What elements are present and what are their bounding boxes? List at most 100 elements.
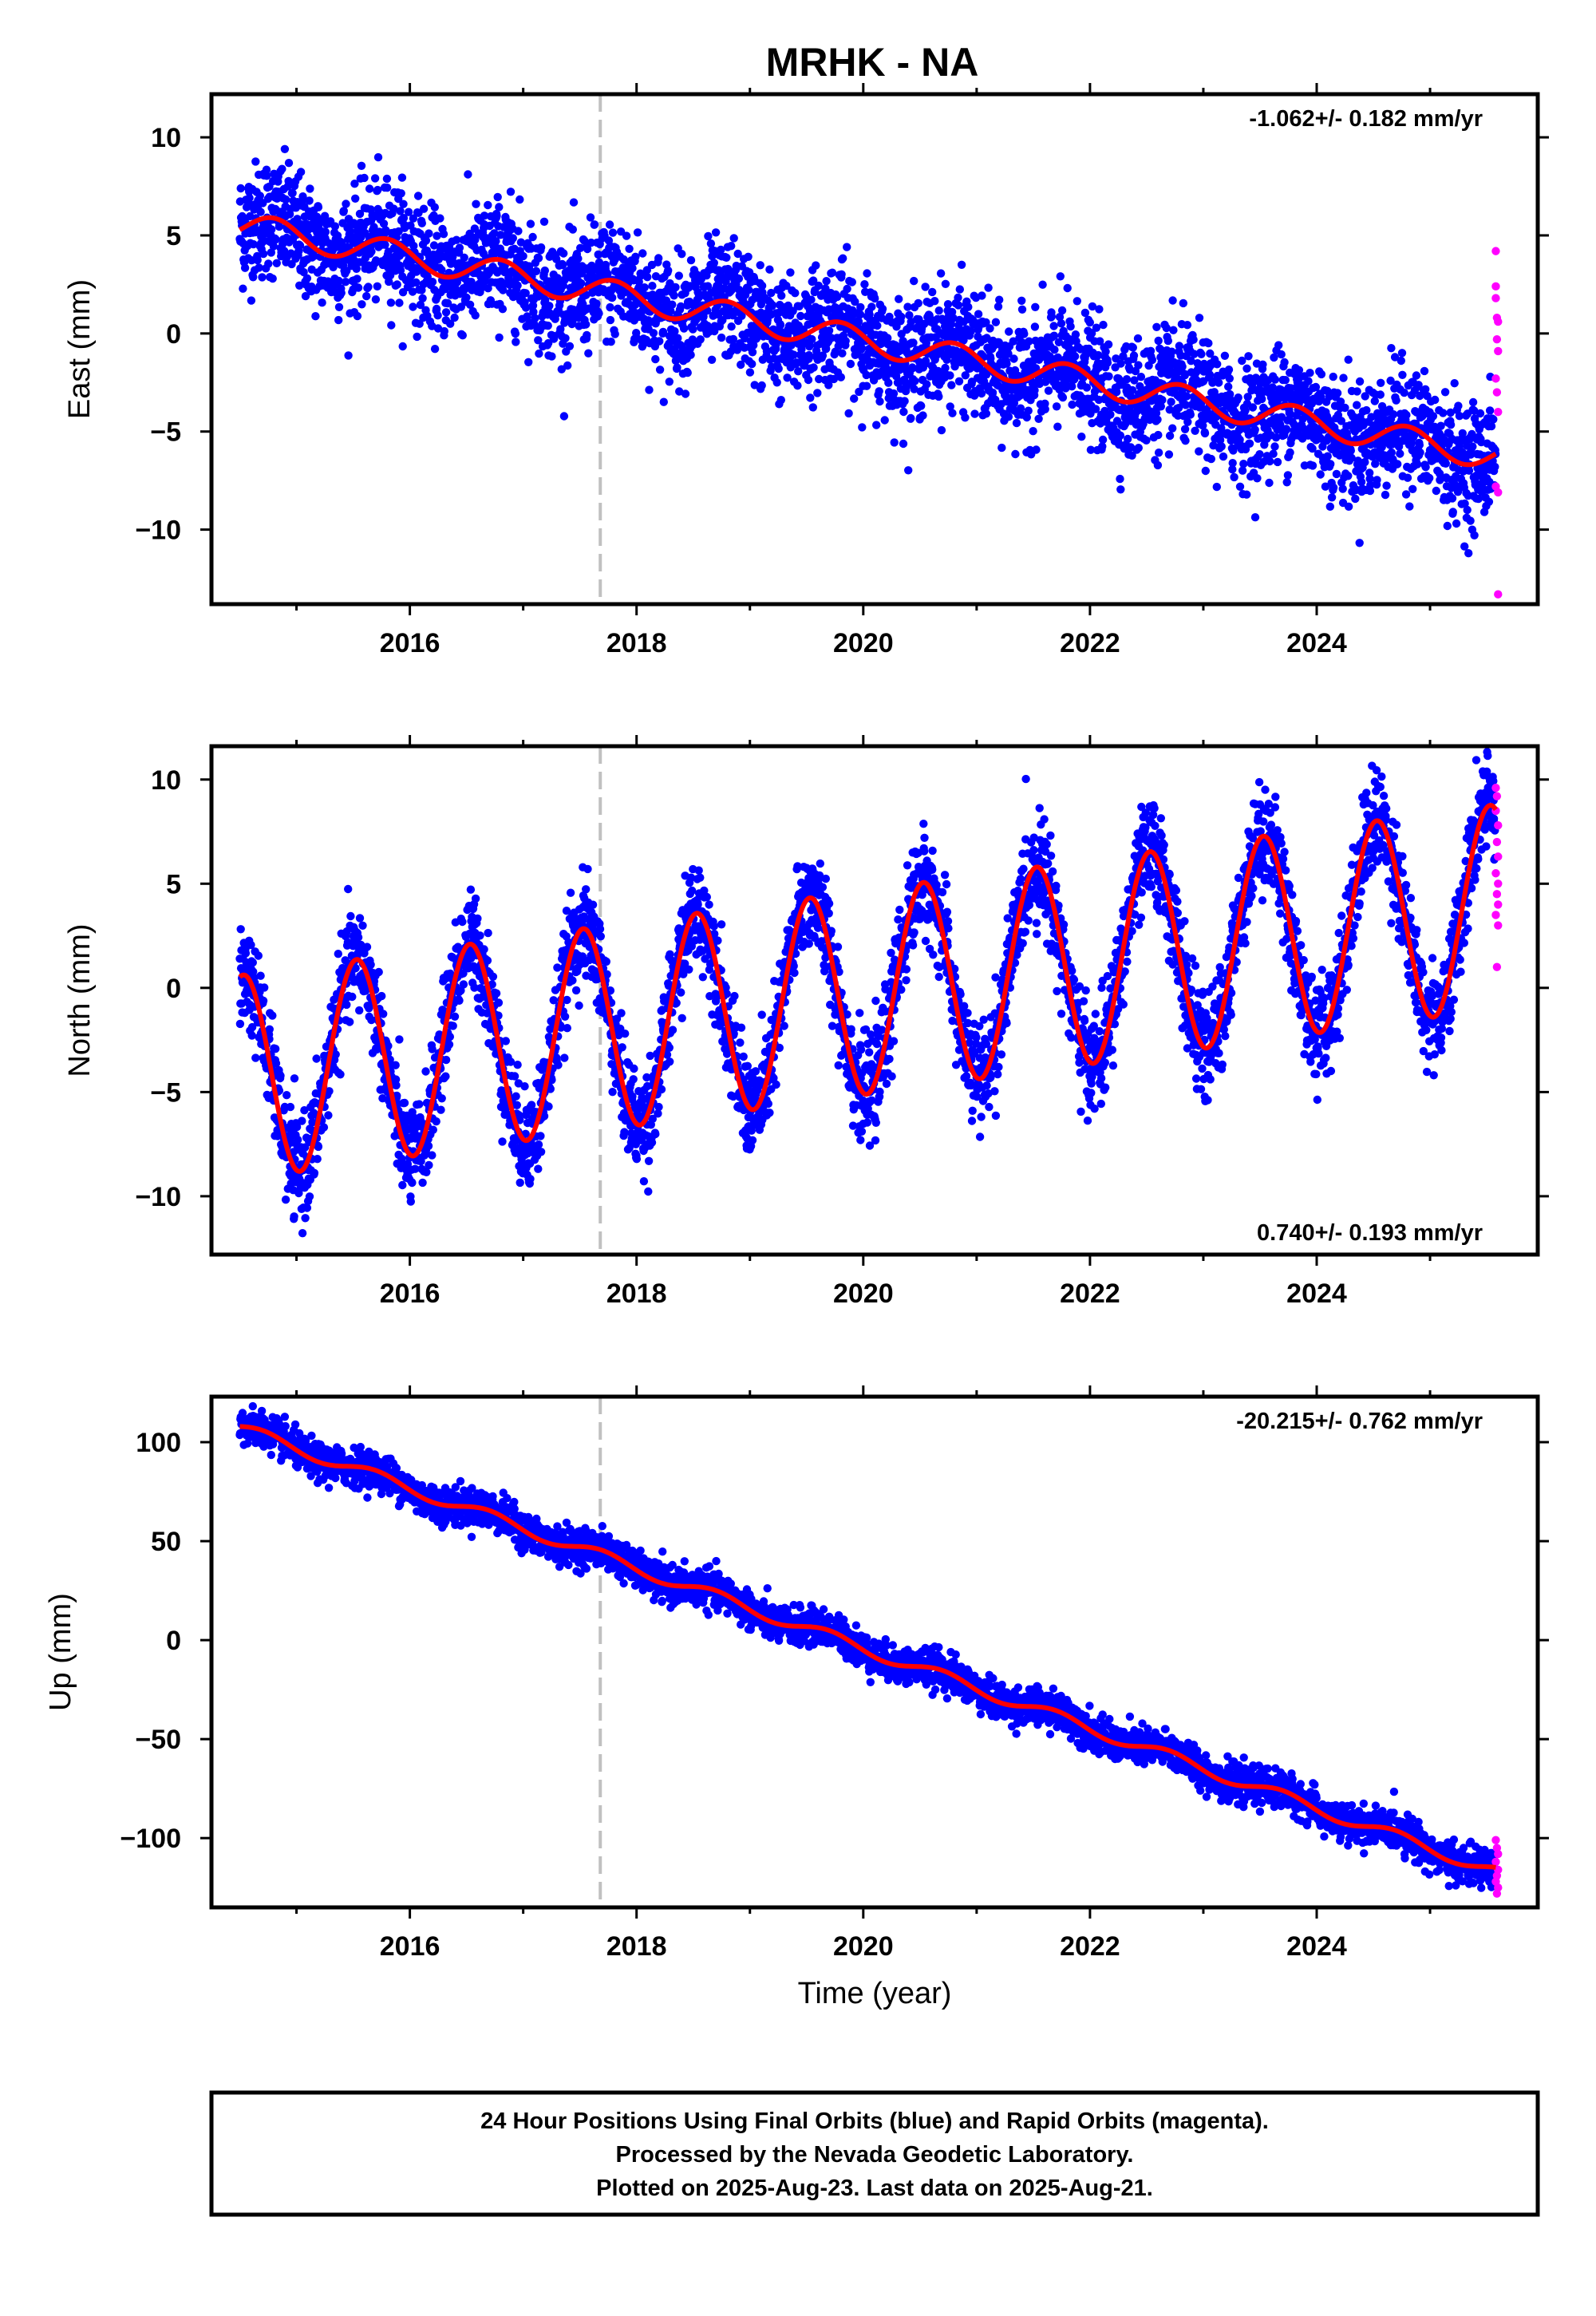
final-data-point bbox=[334, 315, 343, 325]
final-data-point bbox=[311, 312, 320, 321]
final-data-point bbox=[272, 259, 281, 267]
final-data-point bbox=[398, 1180, 407, 1190]
final-data-point bbox=[319, 1123, 329, 1132]
final-data-point bbox=[561, 334, 570, 342]
final-data-point bbox=[284, 176, 293, 186]
final-data-point bbox=[386, 298, 396, 307]
final-data-point bbox=[1376, 390, 1385, 399]
final-data-point bbox=[659, 397, 668, 406]
final-data-point bbox=[1441, 459, 1451, 468]
final-data-point bbox=[1180, 425, 1190, 433]
final-data-point bbox=[1215, 378, 1223, 387]
final-data-point bbox=[1450, 379, 1459, 388]
final-data-point bbox=[370, 174, 380, 183]
final-data-point bbox=[357, 161, 366, 170]
final-data-point bbox=[377, 991, 386, 1001]
final-data-point bbox=[843, 284, 851, 294]
final-data-point bbox=[665, 377, 674, 386]
final-data-point bbox=[606, 315, 615, 325]
final-data-point bbox=[1020, 330, 1029, 338]
final-data-point bbox=[355, 1006, 364, 1015]
final-data-point bbox=[1041, 405, 1049, 413]
final-data-point bbox=[1153, 460, 1163, 470]
rapid-data-point bbox=[1494, 407, 1503, 417]
final-data-point bbox=[934, 306, 943, 315]
final-data-point bbox=[1178, 362, 1187, 371]
final-data-point bbox=[1253, 474, 1262, 483]
final-data-point bbox=[1258, 360, 1267, 369]
final-data-point bbox=[342, 200, 350, 208]
final-data-point bbox=[1242, 490, 1251, 499]
final-data-point bbox=[422, 1168, 431, 1177]
final-data-point bbox=[1448, 508, 1458, 516]
final-data-point bbox=[1165, 431, 1175, 441]
final-data-point bbox=[425, 1160, 433, 1170]
final-data-point bbox=[433, 324, 443, 333]
final-data-point bbox=[245, 193, 254, 203]
final-data-point bbox=[1049, 322, 1058, 330]
final-data-point bbox=[1082, 383, 1092, 392]
final-data-point bbox=[418, 1178, 427, 1188]
final-data-point bbox=[807, 295, 816, 304]
final-data-point bbox=[492, 237, 500, 246]
final-data-point bbox=[271, 1045, 280, 1053]
final-data-point bbox=[1282, 425, 1291, 433]
final-data-point bbox=[437, 1094, 446, 1103]
final-data-point bbox=[1420, 366, 1429, 376]
final-data-point bbox=[727, 322, 736, 331]
final-data-point bbox=[421, 236, 431, 245]
final-data-point bbox=[295, 241, 305, 250]
final-data-point bbox=[280, 144, 290, 153]
final-data-point bbox=[348, 992, 357, 1002]
final-data-point bbox=[756, 261, 764, 270]
final-data-point bbox=[516, 195, 524, 204]
final-data-point bbox=[253, 255, 262, 265]
final-data-point bbox=[339, 207, 348, 215]
final-data-point bbox=[1304, 377, 1313, 385]
final-data-point bbox=[298, 1229, 307, 1238]
final-data-point bbox=[302, 219, 311, 228]
final-data-point bbox=[364, 283, 373, 291]
final-data-point bbox=[1346, 446, 1356, 455]
final-data-point bbox=[1432, 486, 1441, 496]
final-data-point bbox=[268, 274, 277, 283]
final-data-point bbox=[1224, 382, 1233, 391]
final-data-point bbox=[523, 312, 531, 321]
final-data-point bbox=[1436, 421, 1445, 430]
final-data-point bbox=[936, 269, 946, 278]
final-data-point bbox=[528, 301, 538, 310]
final-data-point bbox=[1077, 433, 1086, 441]
final-data-point bbox=[937, 425, 946, 435]
final-data-point bbox=[526, 219, 535, 228]
final-data-point bbox=[873, 321, 882, 330]
final-data-point bbox=[284, 159, 294, 168]
final-data-point bbox=[1235, 435, 1244, 445]
final-data-point bbox=[757, 381, 766, 390]
final-data-point bbox=[1011, 449, 1020, 459]
final-data-point bbox=[1154, 336, 1163, 346]
final-data-point bbox=[867, 302, 876, 311]
final-data-point bbox=[1103, 358, 1112, 367]
final-data-point bbox=[1329, 372, 1337, 381]
final-data-point bbox=[279, 247, 289, 255]
final-data-point bbox=[1325, 502, 1335, 511]
final-data-point bbox=[768, 301, 777, 310]
final-data-point bbox=[1017, 305, 1027, 314]
final-data-point bbox=[793, 381, 802, 390]
final-data-point bbox=[258, 273, 267, 282]
final-data-point bbox=[587, 238, 595, 247]
final-data-point bbox=[235, 1019, 245, 1029]
final-data-point bbox=[1128, 343, 1138, 352]
final-data-point bbox=[633, 228, 642, 237]
final-data-point bbox=[352, 264, 361, 273]
final-data-point bbox=[917, 401, 926, 410]
final-data-point bbox=[443, 298, 452, 308]
final-data-point bbox=[664, 266, 673, 275]
final-data-point bbox=[625, 244, 634, 253]
final-data-point bbox=[260, 983, 269, 992]
final-data-point bbox=[828, 268, 837, 277]
final-data-point bbox=[408, 287, 417, 296]
rapid-data-point bbox=[1491, 374, 1500, 383]
final-data-point bbox=[1116, 431, 1125, 440]
final-data-point bbox=[398, 342, 407, 351]
